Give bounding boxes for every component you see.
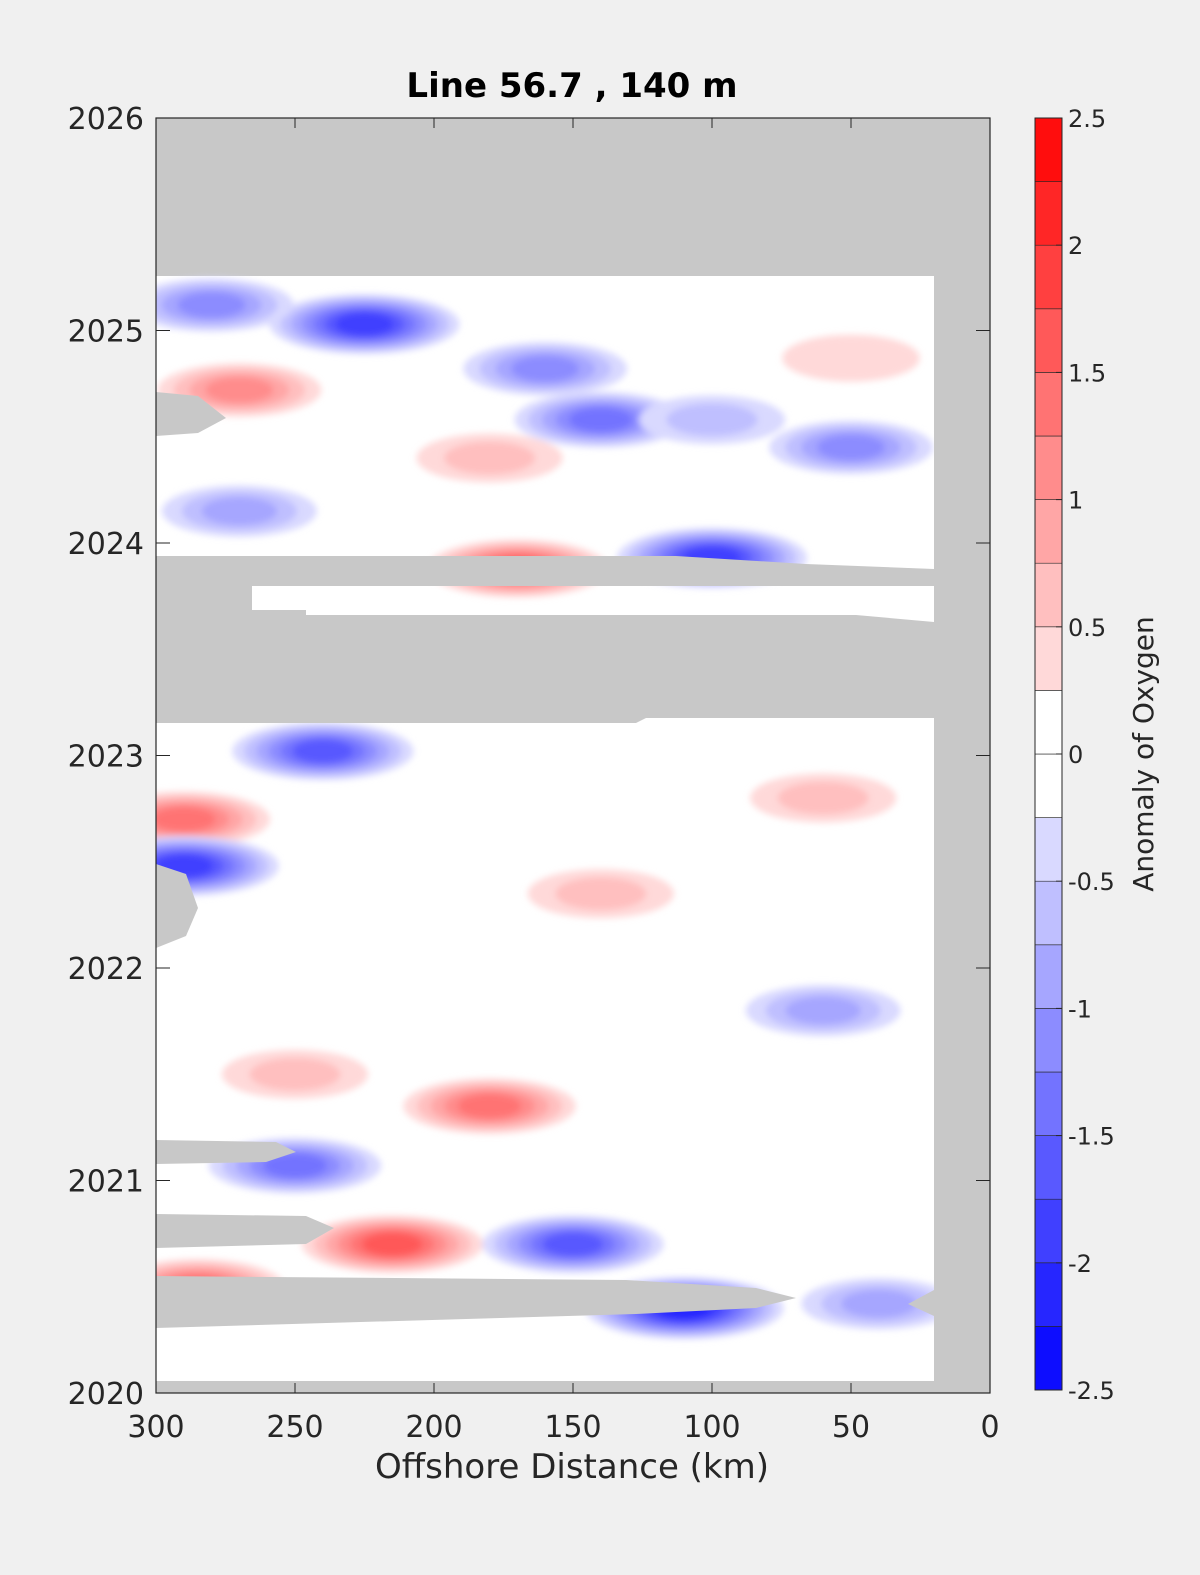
x-tick-label-1: 250 (266, 1410, 323, 1445)
colorbar-block-15 (1034, 372, 1063, 437)
y-tick-label-4: 2024 (68, 527, 144, 562)
colorbar-block-3 (1034, 1135, 1063, 1200)
colorbar-blocks (1034, 117, 1063, 1391)
chart-title: Line 56.7 , 140 m (406, 66, 737, 106)
colorbar-label: Anomaly of Oxygen (1127, 616, 1160, 892)
no-data-band-2023 (156, 615, 934, 723)
anomaly-contour-4-3 (205, 377, 274, 403)
x-tick-label-2: 200 (405, 1410, 462, 1445)
y-axis-ticks: 2020 2021 2022 2023 2024 2025 2026 (68, 102, 990, 1412)
anomaly-contour-6-1 (666, 403, 758, 436)
y-tick-label-5: 2025 (68, 315, 144, 350)
colorbar-ticks: 2.5 2 1.5 1 0.5 0 -0.5 -1 -1.5 -2 -2.5 (1056, 105, 1115, 1405)
colorbar-block-7 (1034, 880, 1063, 946)
x-tick-label-5: 50 (832, 1410, 870, 1445)
x-tick-label-0: 300 (127, 1410, 184, 1445)
anomaly-contour-13-4 (156, 807, 216, 832)
colorbar-tick-label-1: 2 (1068, 232, 1083, 260)
no-data-gap-2020a (156, 1214, 334, 1248)
x-axis-ticks: 300 250 200 150 100 50 0 (127, 118, 1000, 1445)
colorbar-block-10 (1034, 690, 1063, 755)
y-tick-label-2: 2022 (68, 952, 144, 987)
y-tick-label-3: 2023 (68, 740, 144, 775)
colorbar-block-11 (1034, 626, 1063, 691)
colorbar-block-2 (1034, 1198, 1063, 1264)
anomaly-contour-8-1 (444, 441, 536, 475)
colorbar-tick-label-4: 0.5 (1068, 614, 1106, 642)
no-data-gap-2020b (156, 1276, 796, 1328)
anomaly-contour-1-3 (177, 292, 246, 318)
colorbar-block-6 (1034, 944, 1063, 1009)
anomaly-contour-3-0 (782, 334, 920, 382)
colorbar-tick-label-7: -1 (1068, 995, 1092, 1023)
colorbar-tick-label-5: 0 (1068, 741, 1083, 769)
no-data-gap-2020c (908, 1290, 934, 1316)
colorbar-block-18 (1034, 181, 1063, 246)
x-tick-label-4: 100 (683, 1410, 740, 1445)
y-tick-label-6: 2026 (68, 102, 144, 137)
anomaly-contour-22-5 (542, 1232, 604, 1256)
no-data-gap-2024 (156, 392, 226, 436)
colorbar-tick-label-2: 1.5 (1068, 359, 1106, 387)
x-tick-label-3: 150 (544, 1410, 601, 1445)
colorbar-tick-label-3: 1 (1068, 487, 1083, 515)
colorbar-block-13 (1034, 499, 1063, 564)
anomaly-contour-9-2 (201, 497, 278, 525)
plot-area: 300 250 200 150 100 50 0 202020212022202320242… (68, 102, 1000, 1445)
colorbar-tick-label-9: -2 (1068, 1250, 1092, 1278)
colorbar-block-16 (1034, 308, 1063, 373)
colorbar-block-5 (1034, 1008, 1063, 1073)
x-tick-label-6: 0 (980, 1410, 999, 1445)
no-data-gap-2021 (156, 1140, 296, 1164)
anomaly-contour-16-1 (555, 877, 647, 910)
colorbar-block-0 (1034, 1326, 1063, 1391)
anomaly-contour-25-2 (840, 1289, 917, 1318)
anomaly-contour-17-2 (785, 996, 862, 1025)
colorbar-block-8 (1034, 817, 1063, 882)
colorbar-block-9 (1034, 753, 1063, 818)
y-tick-label-1: 2021 (68, 1165, 144, 1200)
colorbar-block-12 (1034, 562, 1063, 628)
anomaly-contour-14-1 (777, 781, 869, 815)
no-data-gap-2022 (156, 864, 198, 948)
colorbar-block-4 (1034, 1071, 1063, 1136)
anomaly-contour-7-3 (817, 434, 885, 461)
y-tick-label-0: 2020 (68, 1377, 144, 1412)
colorbar-block-1 (1034, 1262, 1063, 1327)
x-axis-label: Offshore Distance (km) (375, 1447, 769, 1487)
anomaly-contour-5-4 (569, 407, 633, 432)
anomaly-contour-18-1 (249, 1058, 341, 1091)
anomaly-contour-20-4 (263, 1153, 327, 1178)
anomaly-contour-2-3 (511, 356, 580, 382)
colorbar-block-14 (1034, 435, 1063, 500)
anomaly-contour-21-5 (362, 1232, 423, 1256)
no-data-band-2023b (156, 556, 934, 586)
colorbar-tick-label-6: -0.5 (1068, 868, 1115, 896)
colorbar-tick-label-8: -1.5 (1068, 1123, 1115, 1151)
colorbar-block-17 (1034, 244, 1063, 310)
colorbar-tick-label-10: -2.5 (1068, 1377, 1115, 1405)
anomaly-contour-0-6 (335, 312, 394, 336)
anomaly-contour-19-4 (457, 1094, 522, 1119)
colorbar: 2.5 2 1.5 1 0.5 0 -0.5 -1 -1.5 -2 -2.5 Anomaly of … (1034, 105, 1160, 1405)
no-data-gap-2023-left (156, 578, 306, 618)
colorbar-block-19 (1034, 117, 1063, 182)
colorbar-tick-label-0: 2.5 (1068, 105, 1106, 133)
anomaly-contour-12-5 (292, 739, 353, 763)
